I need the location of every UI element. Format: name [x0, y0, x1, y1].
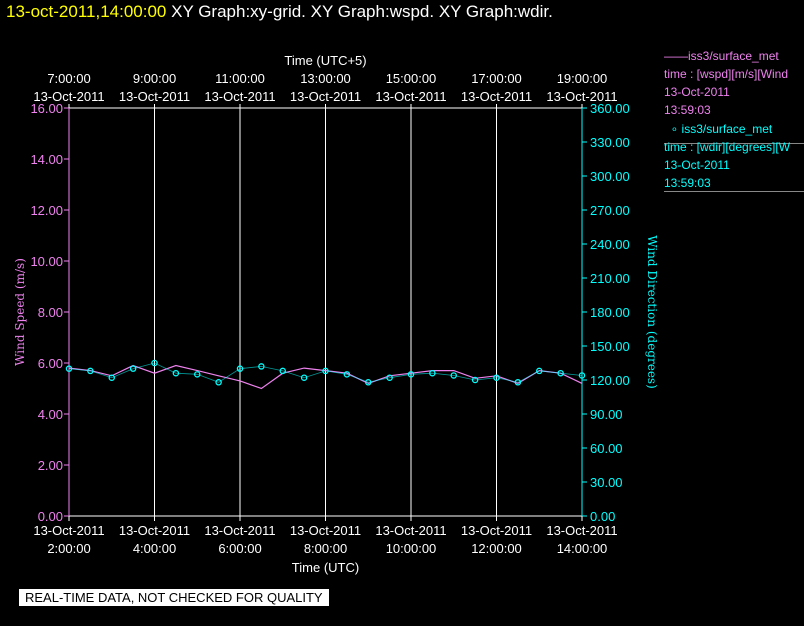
y-left-tick-label: 16.00 — [30, 101, 63, 116]
legend-wdir-marker-icon: ∘ — [670, 122, 679, 136]
y-right-tick-label: 60.00 — [590, 441, 623, 456]
x-bottom-tick-time: 2:00:00 — [47, 541, 90, 556]
series-wdir-point — [343, 371, 351, 378]
y-right-tick-label: 300.00 — [590, 169, 630, 184]
legend-wspd-variable: time : [wspd][m/s][Wind — [664, 67, 789, 81]
x-top-tick-date: 13-Oct-2011 — [204, 89, 275, 104]
legend-wdir: ∘ iss3/surface_met time : [wdir][degrees… — [664, 120, 804, 192]
y-left-tick-label: 10.00 — [30, 254, 63, 269]
y-right-tick-label: 270.00 — [590, 203, 630, 218]
x-bottom-tick-time: 12:00:00 — [471, 541, 522, 556]
y-right-tick-label: 180.00 — [590, 305, 630, 320]
legend-wspd-date: 13-Oct-2011 — [664, 85, 730, 99]
header-timestamp: 13-oct-2011,14:00:00 — [6, 2, 167, 21]
x-top-tick-date: 13-Oct-2011 — [119, 89, 190, 104]
series-wdir-point — [236, 365, 244, 372]
x-top-tick-time: 19:00:00 — [557, 71, 608, 86]
y-left-tick-label: 0.00 — [38, 509, 63, 524]
legend-wdir-time: 13:59:03 — [664, 176, 711, 190]
x-bottom-tick-time: 10:00:00 — [386, 541, 437, 556]
x-top-tick-time: 7:00:00 — [47, 71, 90, 86]
x-top-tick-date: 13-Oct-2011 — [461, 89, 532, 104]
x-top-axis-label: Time (UTC+5) — [284, 53, 366, 68]
x-bottom-tick-date: 13-Oct-2011 — [204, 523, 275, 538]
series-wdir-point — [386, 374, 393, 381]
x-top-tick-time: 17:00:00 — [471, 71, 522, 86]
x-top-tick-date: 13-Oct-2011 — [375, 89, 446, 104]
x-top-tick-date: 13-Oct-2011 — [33, 89, 104, 104]
x-top-tick-date: 13-Oct-2011 — [290, 89, 361, 104]
series-wdir-point — [258, 363, 265, 370]
y-right-tick-label: 360.00 — [590, 101, 630, 116]
series-wdir-point — [557, 369, 564, 377]
x-bottom-tick-time: 6:00:00 — [218, 541, 261, 556]
x-bottom-tick-date: 13-Oct-2011 — [33, 523, 104, 538]
series-wdir-point — [493, 374, 500, 381]
series-wdir-point — [407, 371, 415, 378]
x-bottom-tick-date: 13-Oct-2011 — [119, 523, 190, 538]
y-right-tick-label: 210.00 — [590, 271, 630, 286]
y-left-tick-label: 8.00 — [38, 305, 63, 320]
y-right-tick-label: 330.00 — [590, 135, 630, 150]
x-bottom-tick-time: 14:00:00 — [557, 541, 608, 556]
y-left-tick-label: 6.00 — [38, 356, 63, 371]
y-right-tick-label: 240.00 — [590, 237, 630, 252]
x-bottom-tick-date: 13-Oct-2011 — [290, 523, 361, 538]
y-left-tick-label: 2.00 — [38, 458, 63, 473]
y-left-tick-label: 4.00 — [38, 407, 63, 422]
series-wdir-point — [536, 367, 543, 375]
x-axis-label: Time (UTC) — [292, 560, 359, 575]
header-title: 13-oct-2011,14:00:00 XY Graph:xy-grid. X… — [6, 2, 553, 22]
legend-wdir-date: 13-Oct-2011 — [664, 158, 730, 172]
y-right-tick-label: 30.00 — [590, 475, 623, 490]
header-graph-names: XY Graph:xy-grid. XY Graph:wspd. XY Grap… — [171, 2, 553, 21]
y-right-tick-label: 120.00 — [590, 373, 630, 388]
legend-wdir-title: ∘ iss3/surface_met — [670, 122, 773, 136]
y-left-axis-label: Wind Speed (m/s) — [13, 258, 27, 366]
x-bottom-tick-time: 4:00:00 — [133, 541, 176, 556]
x-bottom-tick-time: 8:00:00 — [304, 541, 347, 556]
x-top-tick-time: 11:00:00 — [215, 71, 265, 86]
series-wdir-point — [108, 374, 116, 381]
series-wdir-point — [322, 367, 329, 375]
series-wdir-point — [215, 379, 222, 386]
y-left-tick-label: 12.00 — [30, 203, 63, 218]
y-right-axis-label: Wind Direction (degrees) — [645, 235, 659, 389]
y-right-tick-label: 0.00 — [590, 509, 615, 524]
x-top-tick-date: 13-Oct-2011 — [546, 89, 617, 104]
series-wdir-point — [364, 379, 372, 386]
series-wdir-point — [429, 369, 436, 377]
legend-wspd: ——iss3/surface_met time : [wspd][m/s][Wi… — [664, 47, 804, 144]
x-bottom-tick-date: 13-Oct-2011 — [461, 523, 532, 538]
series-wdir-point — [471, 376, 479, 384]
y-left-tick-label: 14.00 — [30, 152, 63, 167]
series-wdir-point — [578, 372, 586, 379]
series-wdir-trace — [68, 362, 583, 383]
y-right-tick-label: 90.00 — [590, 407, 623, 422]
series-wdir-point — [151, 359, 158, 367]
series-wdir-point — [450, 372, 457, 379]
legend-wspd-title: ——iss3/surface_met — [664, 49, 779, 63]
legend-wspd-time: 13:59:03 — [664, 103, 711, 117]
series-wdir-point — [129, 365, 137, 372]
x-bottom-tick-date: 13-Oct-2011 — [546, 523, 617, 538]
x-top-tick-time: 9:00:00 — [133, 71, 176, 86]
series-wdir-point — [172, 369, 180, 377]
quality-banner: REAL-TIME DATA, NOT CHECKED FOR QUALITY — [19, 589, 329, 606]
series-wdir-point — [300, 374, 308, 381]
series-wdir-point — [87, 367, 94, 375]
series-wdir-point — [514, 379, 522, 386]
series-wdir-point — [193, 371, 201, 378]
x-top-tick-time: 15:00:00 — [386, 71, 437, 86]
y-right-tick-label: 150.00 — [590, 339, 630, 354]
legend-wdir-variable: time : [wdir][degrees][W — [664, 140, 791, 154]
series-wdir-point — [279, 367, 286, 375]
x-bottom-tick-date: 13-Oct-2011 — [375, 523, 446, 538]
x-top-tick-time: 13:00:00 — [300, 71, 351, 86]
series-wdir-point — [65, 365, 73, 372]
